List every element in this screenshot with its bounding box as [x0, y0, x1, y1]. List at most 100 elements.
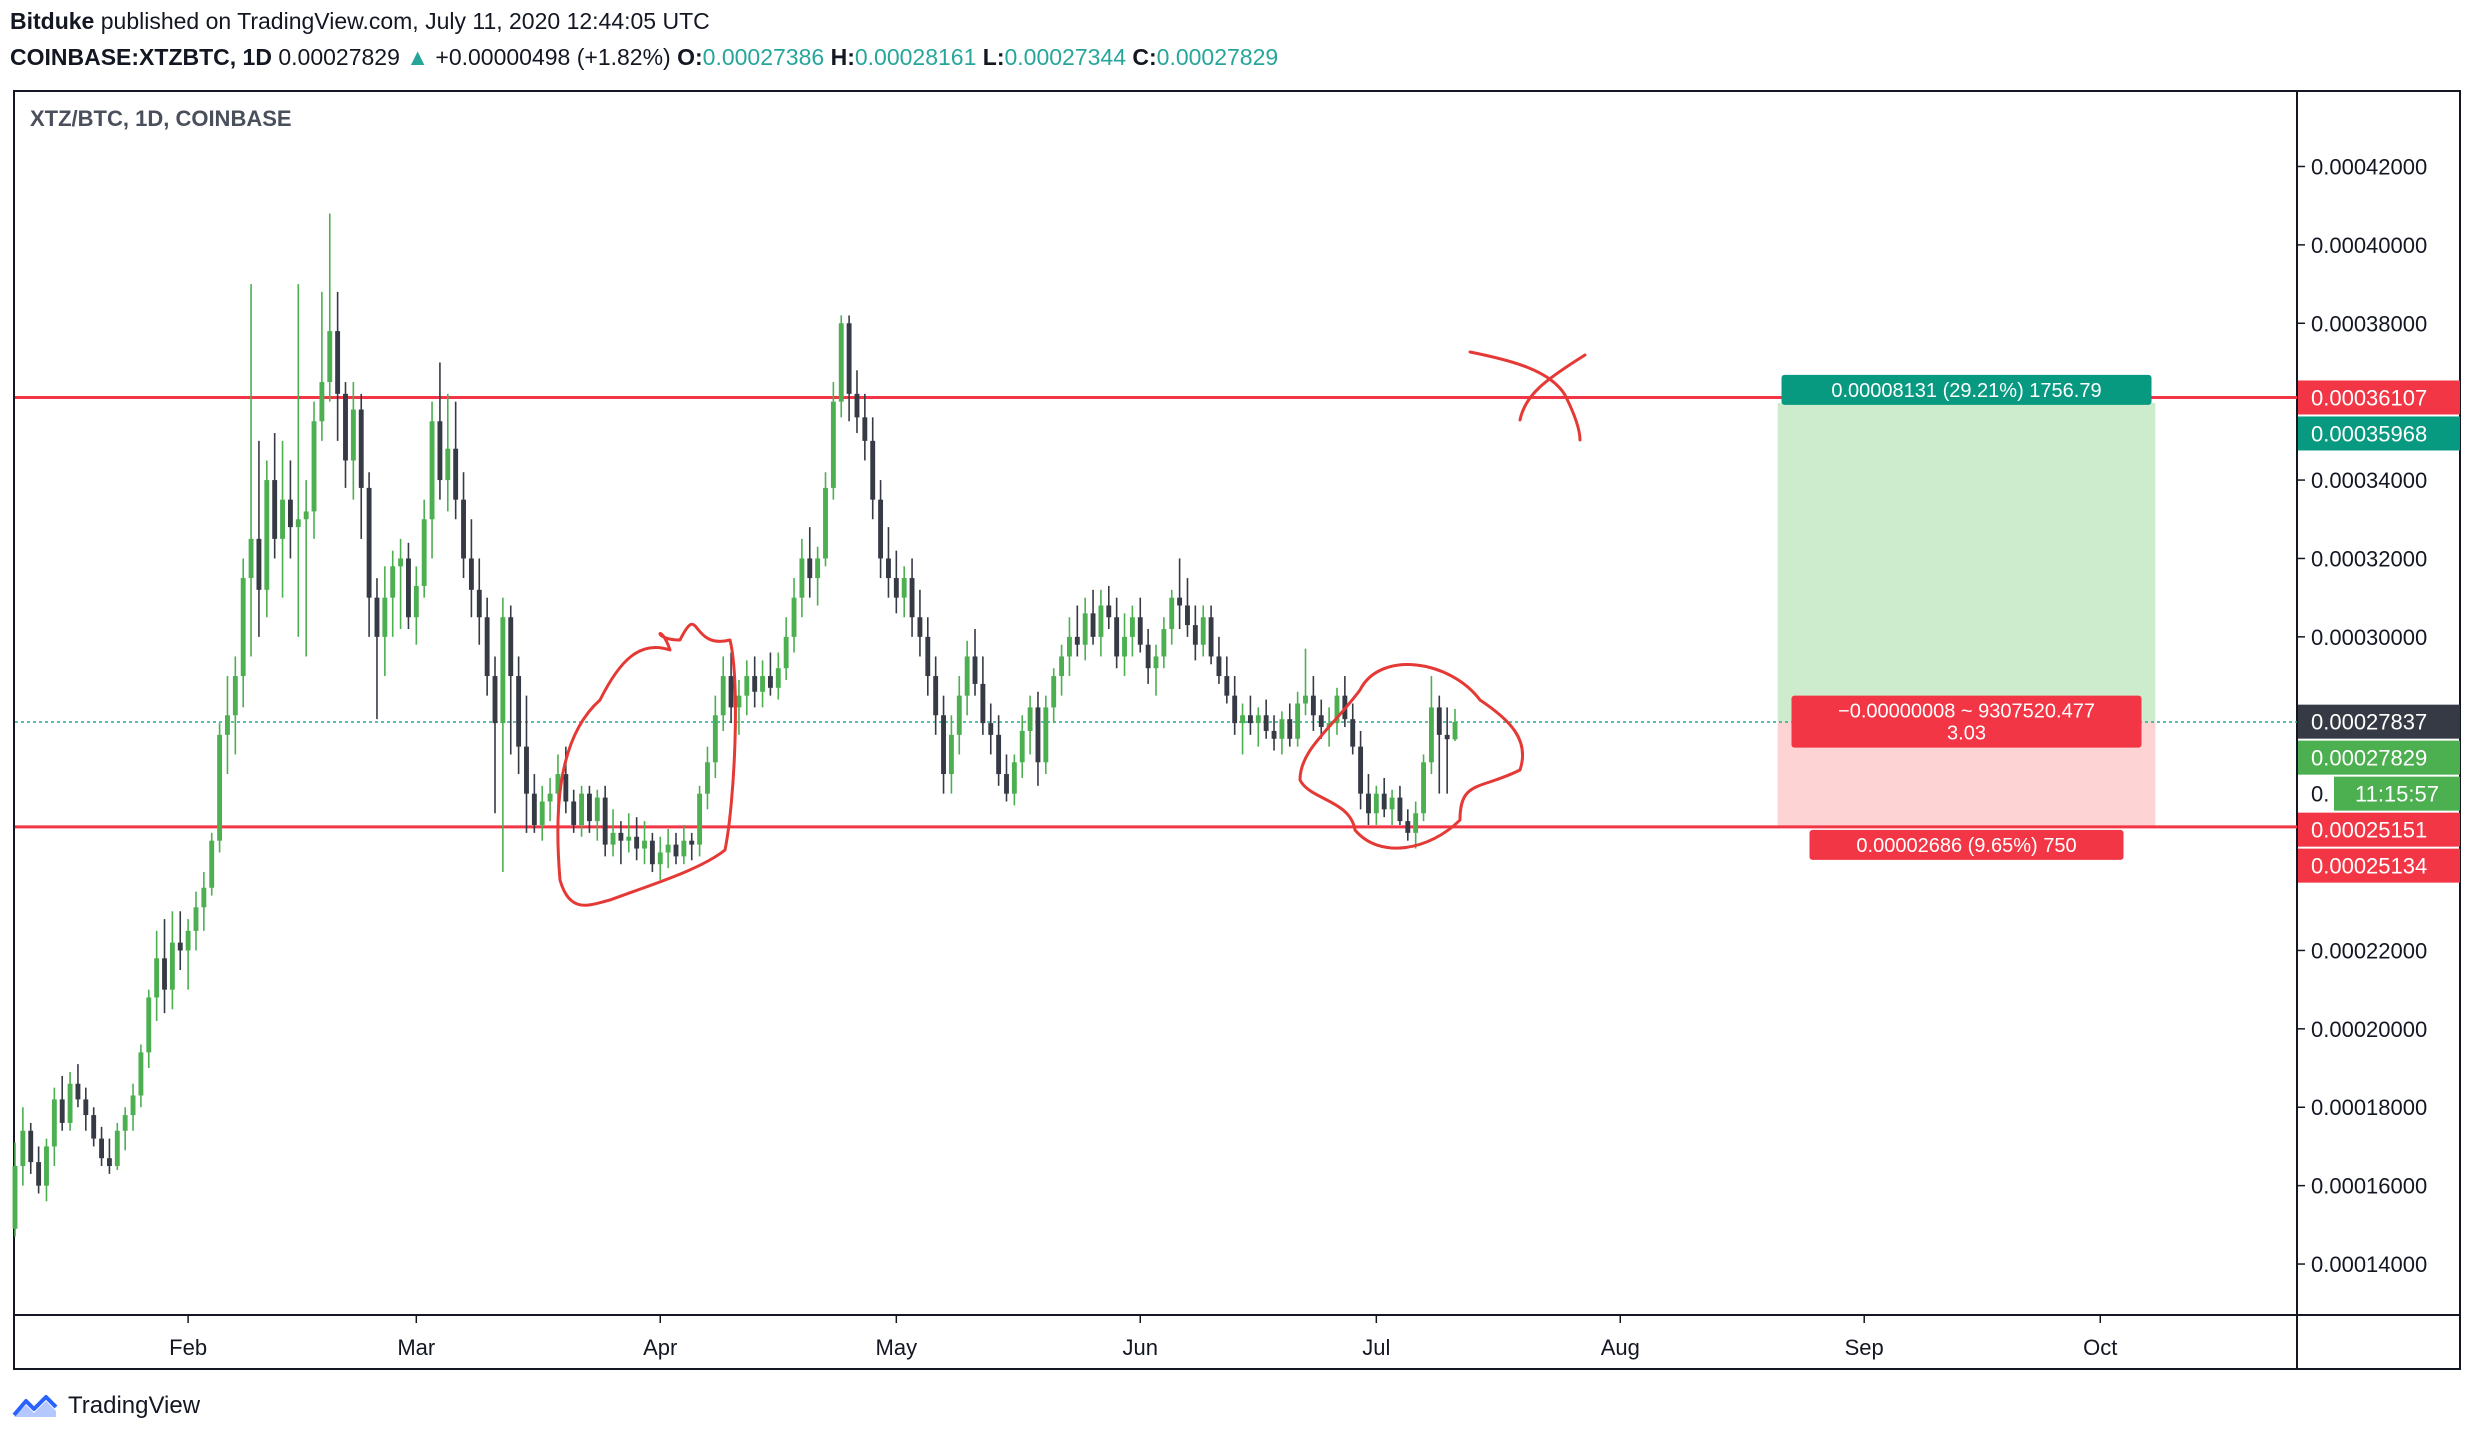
candle-body	[1082, 613, 1088, 645]
candle-body	[398, 558, 404, 567]
candle-body	[547, 793, 553, 802]
candle-body	[350, 409, 356, 461]
candle-body	[744, 676, 750, 696]
candle-body	[720, 676, 726, 716]
candle-body	[980, 683, 986, 724]
high-label: H:	[830, 44, 855, 70]
last-price: 0.00027829	[278, 44, 400, 70]
candle-body	[1381, 793, 1387, 810]
candle-body	[1373, 793, 1379, 814]
high-value: 0.00028161	[854, 44, 977, 70]
candle-body	[909, 578, 915, 618]
price-axis-label: 0.00016000	[2311, 1174, 2427, 1199]
symbol-info: COINBASE:XTZBTC, 1D 0.00027829 ▲ +0.0000…	[10, 44, 1278, 71]
candle-body	[988, 723, 994, 735]
candle-body	[1200, 617, 1206, 645]
candle-body	[358, 409, 364, 488]
candle-body	[12, 1166, 18, 1229]
candle-body	[1208, 617, 1214, 657]
time-axis-label: Sep	[1845, 1335, 1884, 1360]
candle-body	[1177, 597, 1183, 606]
candle-body	[862, 417, 868, 441]
candle-body	[413, 585, 419, 618]
price-badge-level	[2298, 812, 2460, 847]
candle-body	[1271, 730, 1277, 739]
candle-body	[421, 519, 427, 586]
price-axis-label: 0.00014000	[2311, 1252, 2427, 1277]
price-badge-target	[2298, 416, 2460, 451]
candle-body	[1428, 707, 1434, 763]
candle-body	[83, 1099, 89, 1116]
candle-body	[728, 676, 734, 708]
candle-body	[1074, 636, 1080, 645]
candle-body	[225, 715, 230, 735]
candle-body	[240, 578, 246, 677]
candle-body	[75, 1083, 81, 1100]
candle-body	[1129, 617, 1135, 637]
candle-body	[1137, 617, 1143, 645]
candle-body	[99, 1138, 104, 1159]
candle-body	[697, 793, 703, 845]
tradingview-logo[interactable]: TradingView	[12, 1392, 200, 1420]
candle-body	[1366, 793, 1371, 814]
cross-mark-line-2	[1518, 353, 1587, 422]
candle-body	[783, 636, 789, 669]
candle-body	[382, 597, 388, 637]
time-axis-label: Oct	[2083, 1335, 2117, 1360]
candle-body	[917, 617, 923, 637]
candle-body	[51, 1099, 57, 1147]
candle-body	[1027, 707, 1033, 731]
candle-body	[642, 840, 647, 849]
support-circle-april	[556, 622, 737, 907]
candle-body	[106, 1158, 112, 1167]
time-axis-label: Apr	[643, 1335, 677, 1360]
candle-body	[232, 676, 238, 716]
candle-body	[1192, 625, 1198, 645]
candle-body	[1004, 774, 1009, 794]
time-axis-label: Aug	[1601, 1335, 1640, 1360]
candle-body	[1240, 715, 1245, 724]
target-label-box	[1781, 374, 2152, 405]
candle-body	[948, 734, 954, 775]
author-name[interactable]: Bitduke	[10, 8, 95, 34]
candle-body	[964, 656, 970, 696]
candle-body	[374, 597, 380, 637]
price-badge-text: 0.00035968	[2311, 421, 2427, 446]
candle-body	[1436, 707, 1442, 735]
candle-body	[815, 558, 821, 579]
candle-body	[767, 676, 773, 688]
pane-title: XTZ/BTC, 1D, COINBASE	[30, 106, 292, 131]
candle-body	[886, 558, 891, 579]
candle-body	[1405, 821, 1411, 833]
candle-body	[673, 844, 679, 857]
publish-info: Bitduke published on TradingView.com, Ju…	[10, 8, 710, 35]
candle-body	[366, 487, 372, 598]
close-label: C:	[1132, 44, 1157, 70]
candle-body	[878, 499, 884, 559]
candle-body	[500, 617, 506, 724]
time-axis-label: May	[876, 1335, 918, 1360]
price-axis-label: 0.00038000	[2311, 311, 2427, 336]
candle-body	[571, 801, 577, 826]
candle-body	[807, 558, 813, 579]
candle-body	[209, 840, 215, 888]
open-value: 0.00027386	[702, 44, 825, 70]
candle-body	[1287, 719, 1293, 739]
candle-body	[1255, 715, 1261, 724]
candle-body	[201, 887, 207, 908]
cross-mark-line-1	[1468, 350, 1582, 442]
candle-body	[256, 538, 262, 590]
price-axis-label: 0.00040000	[2311, 233, 2427, 258]
candle-body	[1397, 797, 1403, 822]
candle-body	[594, 797, 600, 822]
countdown-badge	[2334, 776, 2460, 811]
candle-body	[610, 832, 616, 845]
candle-body	[146, 997, 152, 1053]
candle-body	[649, 840, 655, 865]
position-profit-zone	[1777, 402, 2156, 722]
target-label-text: 0.00008131 (29.21%) 1756.79	[1831, 380, 2101, 402]
price-change: +0.00000498 (+1.82%)	[435, 44, 671, 70]
candle-body	[476, 589, 482, 618]
price-axis-label: 0.00032000	[2311, 546, 2427, 571]
